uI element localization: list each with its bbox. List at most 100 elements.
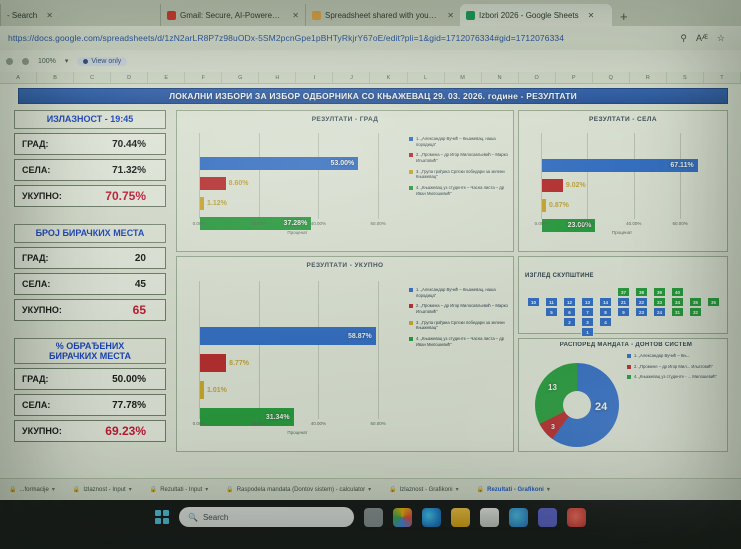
sheet-tab-3[interactable]: 🔒 Raspodela mandata (Dontov sistem) - cal…	[217, 486, 380, 494]
edge-icon[interactable]	[422, 507, 441, 527]
eye-icon	[83, 58, 89, 64]
column-header-q[interactable]: Q	[593, 72, 630, 83]
sheet-tab-label: Izlaznost - Input	[83, 486, 126, 493]
column-header-n[interactable]: N	[482, 72, 519, 83]
spreadsheet-canvas: ЛОКАЛНИ ИЗБОРИ ЗА ИЗБОР ОДБОРНИКА СО КЊА…	[0, 84, 741, 478]
bar-series-4: 23.00%	[542, 219, 596, 232]
lock-icon: 🔒	[9, 487, 17, 493]
browser-tab-2[interactable]: Gmail: Secure, AI-Powered Email | ✕	[160, 4, 305, 26]
gridline	[378, 281, 380, 419]
legend-label: 2. „Промене – др Игор Мил... Иљатовић"	[634, 363, 713, 369]
x-axis-label: Проценат	[287, 230, 308, 235]
column-header-c[interactable]: C	[74, 72, 112, 83]
row-value: 45	[134, 278, 146, 290]
read-aloud-icon[interactable]: Aᴭ	[695, 33, 708, 43]
browser-tab-active-izbori-2026[interactable]: Izbori 2026 - Google Sheets ✕	[460, 4, 612, 26]
browser-tab-1[interactable]: - Search ✕	[0, 4, 160, 26]
legend-label: 1. „Александар Вучић – Књ...	[634, 353, 691, 358]
teams-icon[interactable]	[538, 507, 557, 527]
bar-series-1: 67.11%	[542, 159, 698, 172]
chevron-down-icon[interactable]: ▾	[128, 487, 132, 493]
column-header-j[interactable]: J	[333, 72, 371, 83]
sheet-tab-1[interactable]: 🔒 Izlaznost - Input ▾	[64, 486, 141, 494]
lock-icon: 🔒	[149, 487, 158, 493]
row-value: 77.78%	[112, 399, 146, 411]
zoom-level-select[interactable]: 100%	[38, 57, 56, 65]
column-header-i[interactable]: I	[296, 72, 334, 83]
polling-places-panel: БРОЈ БИРАЧКИХ МЕСТА ГРАД: 20 СЕЛА: 45 УК…	[14, 224, 166, 321]
file-explorer-icon[interactable]	[451, 507, 470, 527]
task-view-icon[interactable]	[364, 507, 383, 527]
column-header-d[interactable]: D	[111, 72, 149, 83]
new-tab-button[interactable]: +	[620, 9, 628, 24]
chevron-down-icon[interactable]: ▾	[546, 487, 550, 493]
assembly-seat: 38	[635, 287, 648, 297]
donut-hole	[563, 391, 591, 419]
chevron-down-icon[interactable]: ▾	[51, 487, 55, 493]
start-icon[interactable]	[155, 510, 169, 524]
column-header-m[interactable]: M	[445, 72, 482, 83]
bar-value-label: 8.60%	[228, 180, 249, 187]
bar-series-4: 37.28%	[200, 217, 312, 230]
turnout-row-villages: СЕЛА: 71.32%	[14, 159, 166, 181]
view-only-badge[interactable]: View only	[77, 56, 128, 66]
sheet-tab-bar: 🔒 ...formacije ▾ 🔒 Izlaznost - Input ▾ 🔒 Rezult…	[0, 478, 741, 500]
gridline	[541, 133, 542, 219]
legend-label: 2. „Промена – др Игор Милосављевић – Мар…	[416, 303, 508, 315]
column-header-g[interactable]: G	[222, 72, 260, 83]
tab-close-icon[interactable]: ✕	[46, 10, 53, 20]
row-key: СЕЛА:	[22, 400, 51, 410]
legend-item-1: 1. „Александар Вучић – Књажевац, наша по…	[409, 136, 509, 147]
assembly-seat: 34	[671, 297, 684, 307]
chart-plot-area: 58.87% 8.77% 1.01% 31.34% 0.00% 20.00% 40.00% 6…	[185, 281, 410, 435]
sheet-tab-0[interactable]: 🔒 ...formacije ▾	[0, 486, 64, 494]
chart-card-results-city: РЕЗУЛТАТИ - ГРАД 53.00% 8.60% 1.12% 37.28% 0…	[176, 110, 514, 252]
legend-item-1: 1. „Александар Вучић – Књ...	[627, 353, 717, 359]
tab-close-icon[interactable]: ✕	[587, 10, 595, 20]
sheet-tab-label: ...formacije	[19, 486, 49, 493]
chevron-down-icon[interactable]: ▾	[368, 487, 372, 493]
copilot-icon[interactable]	[393, 507, 412, 527]
column-header-f[interactable]: F	[185, 72, 223, 83]
turnout-row-total: УКУПНО: 70.75%	[14, 185, 166, 207]
column-header-r[interactable]: R	[630, 72, 667, 83]
windows-taskbar: 🔍 Search	[0, 500, 741, 549]
column-header-p[interactable]: P	[556, 72, 593, 83]
row-key: СЕЛА:	[22, 279, 51, 289]
sheet-tab-2[interactable]: 🔒 Rezultati - Input ▾	[141, 486, 218, 494]
column-header-e[interactable]: E	[148, 72, 186, 83]
sheet-tab-5[interactable]: 🔒 Rezultati - Grafikoni ▾	[468, 486, 559, 494]
column-header-t[interactable]: T	[704, 72, 741, 83]
zoom-chevron-down-icon[interactable]: ▾	[64, 58, 69, 65]
search-input[interactable]: 🔍 Search	[179, 507, 354, 527]
column-header-a[interactable]: A	[0, 72, 38, 83]
sheets-share-favicon-icon	[312, 10, 321, 20]
browser-tab-3[interactable]: Spreadsheet shared with you: "Izl ✕	[305, 4, 460, 26]
column-header-k[interactable]: K	[370, 72, 408, 83]
print-icon[interactable]	[22, 57, 29, 65]
chevron-down-icon[interactable]: ▾	[205, 487, 209, 493]
bar-series-1: 58.87%	[200, 327, 376, 345]
bar-series-3: 0.87%	[542, 199, 569, 212]
column-header-s[interactable]: S	[667, 72, 704, 83]
column-header-l[interactable]: L	[408, 72, 445, 83]
column-header-h[interactable]: H	[259, 72, 297, 83]
assembly-seat: 21	[617, 297, 630, 307]
store-icon[interactable]	[480, 507, 499, 527]
zoom-icon[interactable]: ⚲	[680, 32, 687, 43]
media-icon[interactable]	[567, 507, 586, 527]
row-value: 70.44%	[112, 138, 146, 150]
tab-close-icon[interactable]: ✕	[292, 10, 299, 20]
lock-icon: 🔒	[389, 487, 397, 493]
favorite-icon[interactable]: ☆	[716, 32, 725, 43]
column-header-o[interactable]: O	[519, 72, 556, 83]
lock-icon: 🔒	[226, 487, 234, 493]
browser-tab-label: Izbori 2026 - Google Sheets	[479, 10, 579, 20]
column-header-b[interactable]: B	[37, 72, 75, 83]
undo-icon[interactable]	[6, 57, 13, 65]
sheet-tab-4[interactable]: 🔒 Izlaznost - Grafikoni ▾	[380, 486, 468, 494]
chevron-down-icon[interactable]: ▾	[455, 487, 459, 493]
office-icon[interactable]	[509, 507, 528, 527]
tab-close-icon[interactable]: ✕	[447, 10, 454, 20]
address-bar[interactable]: https://docs.google.com/spreadsheets/d/1…	[0, 26, 741, 50]
